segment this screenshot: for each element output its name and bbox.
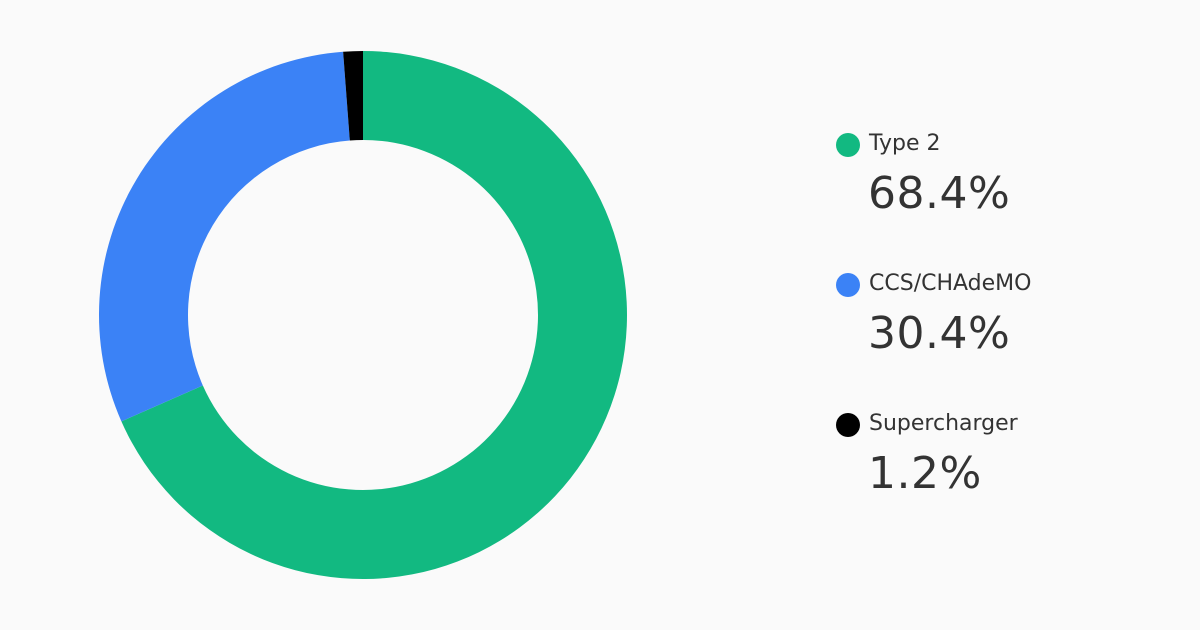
legend-marker-icon — [836, 133, 860, 157]
legend-item-type-2: Type 2 68.4% — [834, 128, 1174, 268]
legend-marker-icon — [836, 413, 860, 437]
legend-label: Supercharger — [869, 411, 1018, 436]
legend-value: 68.4% — [868, 168, 1011, 219]
legend-marker-icon — [836, 273, 860, 297]
legend-value: 30.4% — [868, 308, 1011, 359]
legend-label: CCS/CHAdeMO — [869, 271, 1032, 296]
donut-slice-type-2 — [121, 51, 627, 579]
donut-slice-ccs-chademo — [98, 51, 350, 422]
legend: Type 2 68.4% CCS/CHAdeMO 30.4% Superchar… — [834, 128, 1174, 548]
legend-item-supercharger: Supercharger 1.2% — [834, 408, 1174, 548]
legend-label: Type 2 — [869, 131, 941, 156]
legend-value: 1.2% — [868, 448, 982, 499]
donut-slice-supercharger — [343, 51, 363, 141]
donut-slices — [98, 51, 627, 579]
legend-item-ccs-chademo: CCS/CHAdeMO 30.4% — [834, 268, 1174, 408]
